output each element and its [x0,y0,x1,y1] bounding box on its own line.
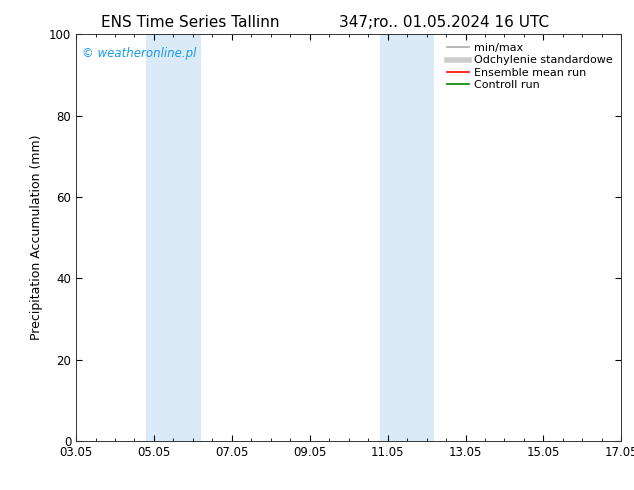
Legend: min/max, Odchylenie standardowe, Ensemble mean run, Controll run: min/max, Odchylenie standardowe, Ensembl… [444,40,616,93]
Text: © weatheronline.pl: © weatheronline.pl [82,47,196,59]
Bar [146,34,201,441]
Text: ENS Time Series Tallinn: ENS Time Series Tallinn [101,15,280,30]
Text: 347;ro.. 01.05.2024 16 UTC: 347;ro.. 01.05.2024 16 UTC [339,15,549,30]
Y-axis label: Precipitation Accumulation (mm): Precipitation Accumulation (mm) [30,135,43,341]
Bar [380,34,434,441]
